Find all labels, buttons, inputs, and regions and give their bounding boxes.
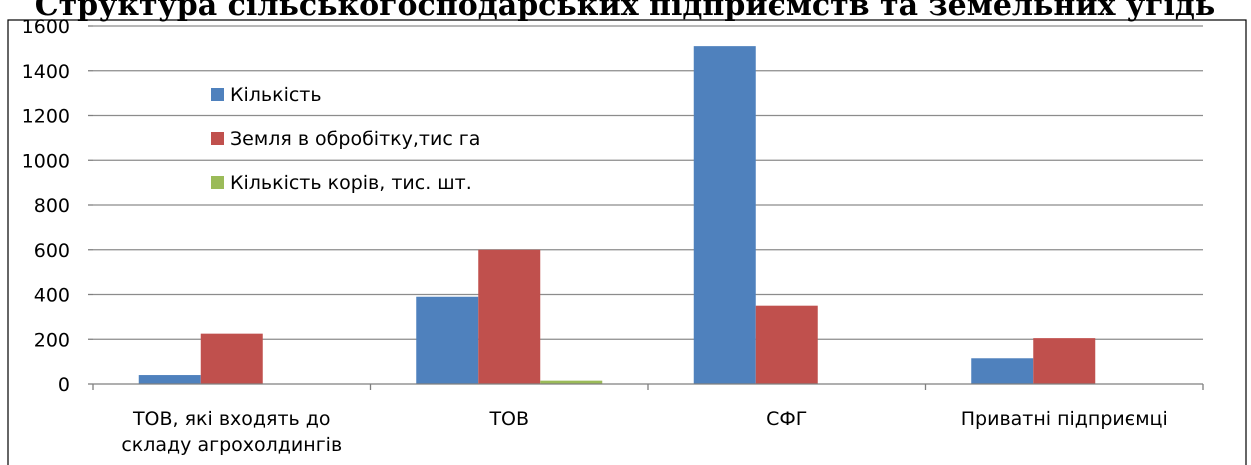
y-tick-label: 1600 — [22, 16, 70, 38]
x-tick-label: ТОВ — [488, 408, 529, 430]
chart-frame — [7, 19, 1247, 465]
y-tick-labels: 0 200 400 600 800 1000 1200 1400 1600 — [22, 16, 70, 396]
legend: Кількість Земля в обробітку,тис га Кількіс… — [211, 84, 480, 194]
x-tick-label: складу агрохолдингів — [121, 434, 342, 456]
y-tick-label: 600 — [34, 240, 70, 262]
grid-lines — [88, 25, 1203, 385]
y-tick-label: 1400 — [22, 61, 70, 83]
chart-title: Структура сільськогосподарських підприєм… — [35, 0, 1216, 23]
title-background — [0, 0, 1251, 18]
y-tick-label: 800 — [34, 195, 70, 217]
bars — [138, 46, 1096, 384]
bar — [478, 249, 541, 384]
legend-swatch — [211, 88, 224, 101]
bar — [416, 296, 479, 384]
legend-swatch — [211, 176, 224, 189]
y-tick-label: 1000 — [22, 150, 70, 172]
legend-label: Кількість — [230, 84, 322, 106]
bar — [971, 358, 1034, 384]
bar — [693, 46, 756, 384]
bar — [540, 380, 603, 384]
bar — [200, 333, 263, 384]
legend-swatch — [211, 132, 224, 145]
x-tick-label: ТОВ, які входять до — [132, 408, 331, 430]
x-tick-label: Приватні підприємці — [961, 408, 1168, 430]
y-tick-label: 400 — [34, 285, 70, 307]
bar — [138, 375, 201, 384]
bar — [755, 305, 818, 384]
y-tick-label: 0 — [58, 374, 70, 396]
x-tick-labels: ТОВ, які входять до складу агрохолдингів Т… — [92, 384, 1204, 456]
legend-label: Земля в обробітку,тис га — [230, 128, 480, 150]
legend-label: Кількість корів, тис. шт. — [230, 172, 472, 194]
y-tick-label: 200 — [34, 329, 70, 351]
y-tick-label: 1200 — [22, 106, 70, 128]
bar — [1033, 338, 1096, 384]
x-tick-label: СФГ — [766, 408, 807, 430]
